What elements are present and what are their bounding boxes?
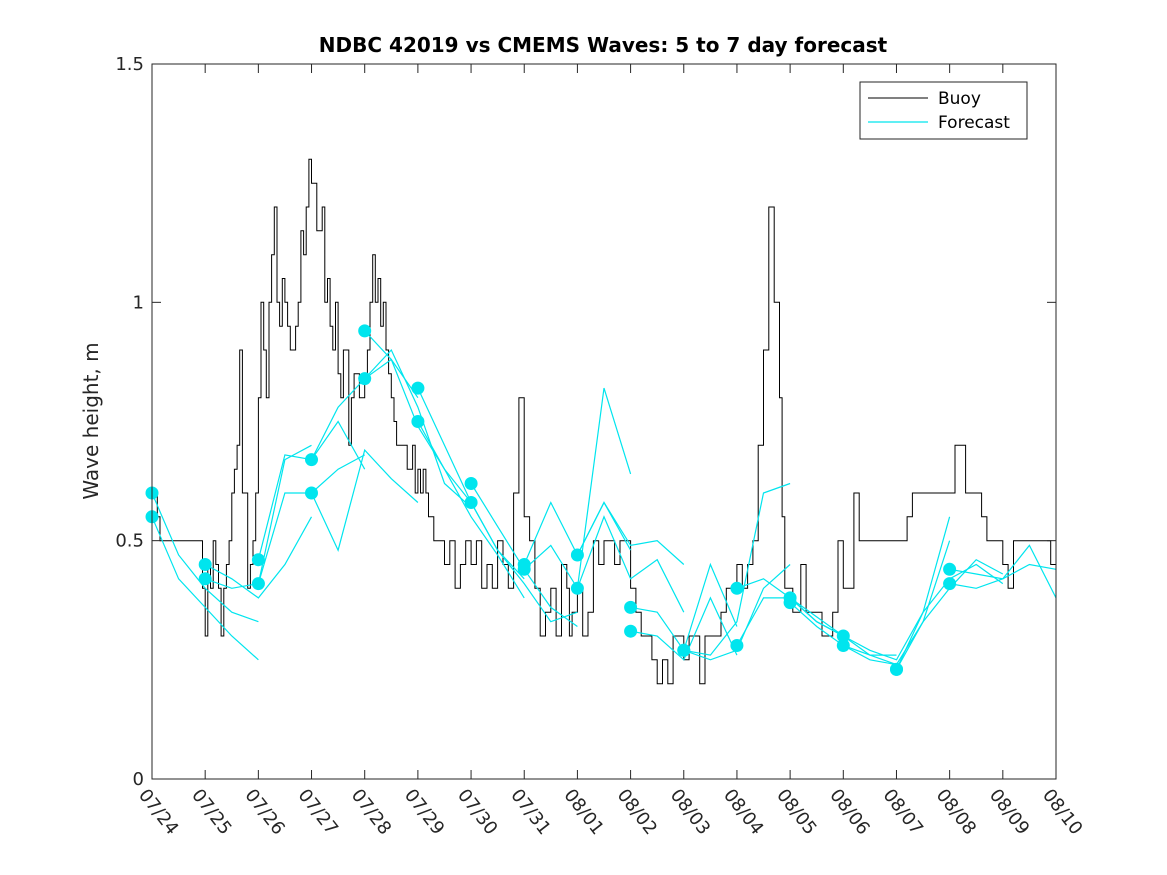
forecast-start-point-6 (305, 453, 318, 467)
forecast-line-9 (364, 348, 472, 508)
forecast-line-17 (576, 515, 685, 613)
forecast-start-point-2 (198, 558, 212, 571)
x-tick-label: 08/03 (666, 785, 714, 839)
buoy-series-line (152, 158, 1057, 685)
x-axis: 07/24 07/25 07/26 07/27 07/28 07/29 07/30 07/31… (134, 64, 1087, 839)
legend-forecast-label: Forecast (938, 113, 1010, 133)
forecast-start-point-21 (677, 643, 691, 657)
forecast-line-0 (151, 516, 259, 661)
legend-box (859, 81, 1028, 140)
forecast-start-point-29 (890, 662, 903, 676)
forecast-start-point-18 (624, 600, 638, 614)
x-tick-label: 08/09 (985, 785, 1033, 839)
chart-title: NDBC 42019 vs CMEMS Waves: 5 to 7 day fo… (319, 33, 888, 57)
x-tick-label: 07/30 (453, 785, 501, 839)
x-tick-label: 07/31 (506, 785, 554, 839)
forecast-start-point-3 (198, 572, 212, 586)
y-tick-label: 0 (133, 769, 144, 790)
forecast-start-point-27 (836, 639, 850, 652)
forecast-start-point-9 (358, 372, 372, 386)
forecast-start-point-30 (943, 562, 957, 576)
forecast-start-point-7 (305, 486, 318, 500)
legend: Buoy Forecast (859, 81, 1028, 140)
x-tick-label: 08/02 (613, 785, 661, 839)
forecast-line-11 (417, 421, 525, 599)
x-tick-label: 08/07 (879, 785, 927, 839)
x-tick-label: 08/04 (719, 785, 767, 839)
x-tick-label: 07/27 (294, 785, 342, 839)
forecast-line-27 (843, 540, 951, 666)
forecast-start-point-25 (783, 596, 797, 610)
forecast-line-1 (151, 492, 259, 623)
x-tick-label: 08/06 (825, 785, 873, 839)
x-tick-label: 08/01 (559, 785, 607, 839)
x-tick-label: 08/10 (1038, 785, 1086, 839)
x-tick-label: 08/05 (772, 785, 820, 839)
plot-area (145, 158, 1057, 685)
axes-box (151, 63, 1057, 780)
x-tick-label: 07/29 (400, 785, 448, 839)
forecast-start-point-11 (411, 415, 425, 428)
forecast-line-2 (204, 516, 313, 599)
forecast-start-point-12 (464, 477, 478, 490)
forecast-start-point-13 (464, 496, 478, 509)
forecast-start-point-8 (358, 324, 372, 338)
forecast-start-point-19 (624, 624, 638, 638)
forecast-start-point-10 (411, 381, 425, 395)
y-tick-label: 0.5 (115, 531, 144, 552)
forecast-line-13 (470, 502, 578, 623)
forecast-start-point-5 (251, 577, 265, 591)
x-tick-label: 07/26 (240, 785, 288, 839)
forecast-start-point-15 (517, 558, 531, 571)
forecast-start-point-4 (251, 553, 265, 567)
forecast-start-point-16 (570, 548, 584, 562)
forecast-line-16 (576, 501, 685, 565)
x-tick-label: 08/08 (932, 785, 980, 839)
x-tick-label: 07/24 (134, 785, 182, 839)
forecast-start-point-26 (836, 629, 850, 643)
x-tick-label: 07/28 (347, 785, 395, 839)
forecast-start-point-23 (730, 639, 744, 652)
forecast-line-7 (310, 448, 419, 552)
forecast-start-point-17 (570, 581, 584, 595)
y-tick-label: 1.5 (115, 54, 144, 75)
forecast-line-31 (949, 563, 1057, 589)
y-tick-label: 1 (133, 292, 144, 313)
y-axis: 0 0.5 1 1.5 (115, 54, 1056, 790)
forecast-line-19 (630, 596, 738, 661)
forecast-line-26 (843, 516, 951, 661)
forecast-start-point-31 (943, 577, 957, 591)
legend-buoy-label: Buoy (938, 89, 981, 109)
forecast-start-point-22 (730, 581, 744, 595)
x-tick-label: 07/25 (187, 785, 235, 839)
y-axis-label: Wave height, m (79, 342, 103, 499)
forecast-line-20 (683, 482, 791, 656)
forecast-line-5 (257, 454, 365, 584)
